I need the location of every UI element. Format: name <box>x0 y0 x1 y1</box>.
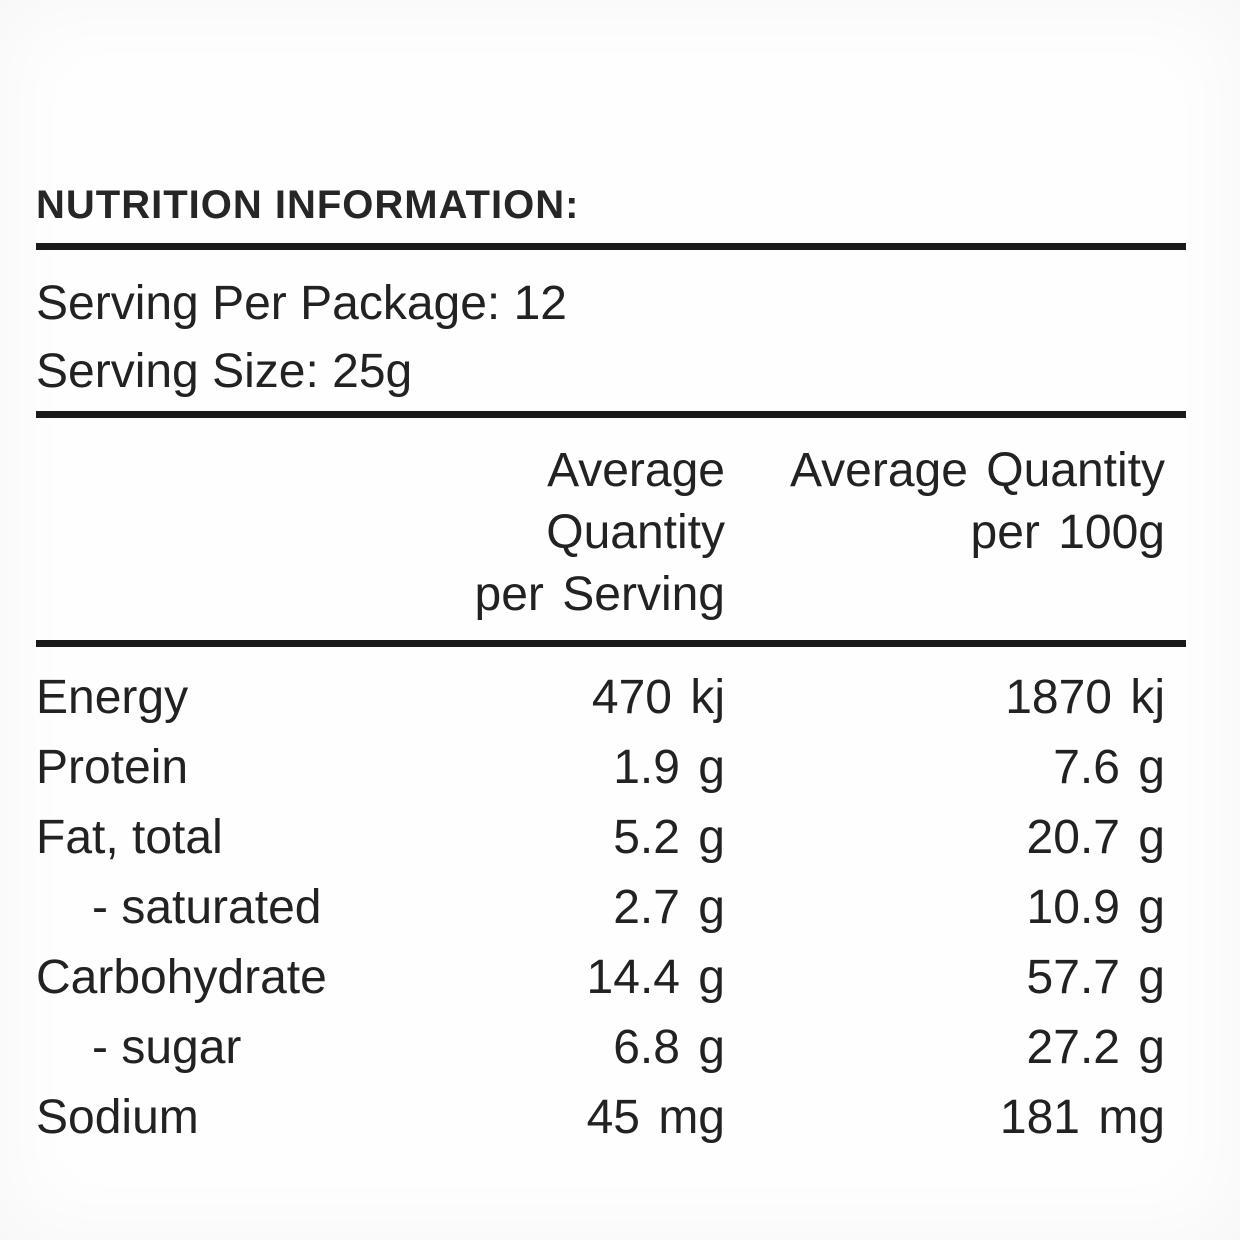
serving-per-package-line: Serving Per Package: 12 <box>36 277 567 330</box>
row-value-sugar-per-serving: 6.8 g <box>613 1021 725 1074</box>
row-value-carbohydrate-per-serving: 14.4 g <box>586 951 725 1004</box>
row-value-saturated-per-100g: 10.9 g <box>1026 881 1165 934</box>
row-value-sugar-per-100g: 27.2 g <box>1026 1021 1165 1074</box>
row-value-protein-per-100g: 7.6 g <box>1053 741 1165 794</box>
row-value-fat-total-per-serving: 5.2 g <box>613 811 725 864</box>
column-header-per-serving: Average Quantity per Serving <box>405 440 725 626</box>
column-header-per-serving-line1: Average Quantity <box>546 444 725 559</box>
row-value-protein-per-serving: 1.9 g <box>613 741 725 794</box>
row-label-fat-total: Fat, total <box>36 811 223 864</box>
nutrition-table: Energy 470 kj 1870 kj Protein 1.9 g 7.6 … <box>36 663 1186 1153</box>
row-label-sugar: - sugar <box>92 1021 242 1074</box>
header-spacer <box>36 440 405 626</box>
row-label-energy: Energy <box>36 671 189 724</box>
divider-header <box>36 640 1186 647</box>
row-value-fat-total-per-100g: 20.7 g <box>1026 811 1165 864</box>
label-content: NUTRITION INFORMATION: Serving Per Packa… <box>36 0 1186 1153</box>
serving-size-line: Serving Size: 25g <box>36 345 413 398</box>
row-value-energy-per-serving: 470 kj <box>591 671 725 724</box>
serving-info: Serving Per Package: 12 Serving Size: 25… <box>36 270 1186 406</box>
column-header-per-100g: Average Quantity per 100g <box>725 440 1186 626</box>
divider-middle <box>36 411 1186 418</box>
row-label-carbohydrate: Carbohydrate <box>36 951 327 1004</box>
row-value-energy-per-100g: 1870 kj <box>1005 671 1165 724</box>
row-value-sodium-per-100g: 181 mg <box>999 1091 1165 1144</box>
row-label-saturated: - saturated <box>92 881 322 934</box>
divider-top <box>36 243 1186 250</box>
row-label-sodium: Sodium <box>36 1091 199 1144</box>
table-header-row: Average Quantity per Serving Average Qua… <box>36 440 1186 626</box>
row-label-protein: Protein <box>36 741 189 794</box>
column-header-per-serving-line2: per Serving <box>474 568 725 621</box>
row-value-saturated-per-serving: 2.7 g <box>613 881 725 934</box>
column-header-per-100g-line1: Average Quantity <box>789 444 1165 497</box>
column-header-per-100g-line2: per 100g <box>970 506 1166 559</box>
row-value-carbohydrate-per-100g: 57.7 g <box>1026 951 1165 1004</box>
row-value-sodium-per-serving: 45 mg <box>586 1091 725 1144</box>
page-title: NUTRITION INFORMATION: <box>36 183 580 227</box>
